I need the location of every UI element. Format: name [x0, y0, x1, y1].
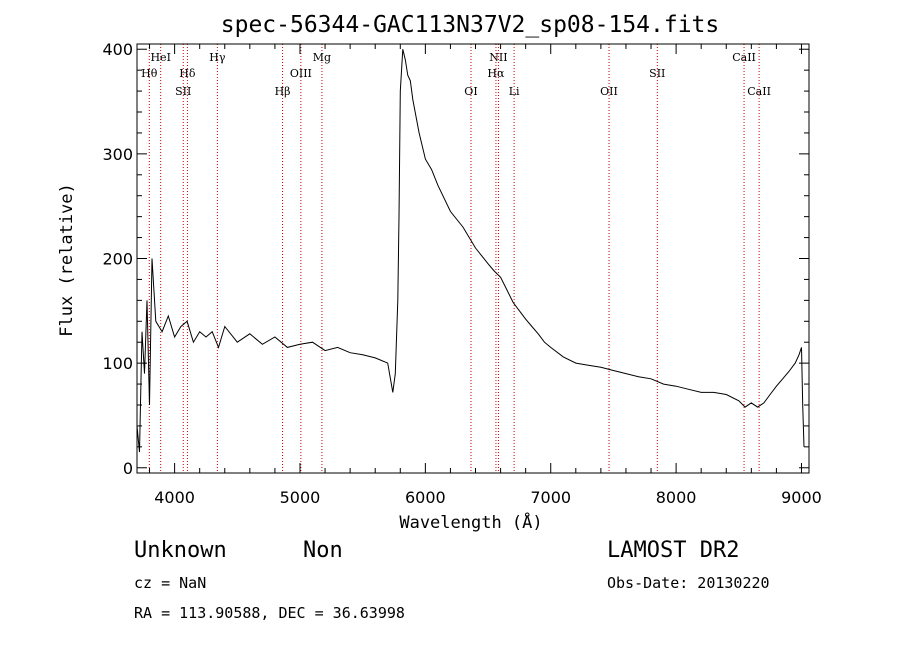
chart-title: spec-56344-GAC113N37V2_sp08-154.fits	[221, 12, 720, 38]
x-tick-label: 9000	[781, 488, 822, 507]
marker-label: Hδ	[179, 67, 196, 80]
x-tick-label: 8000	[656, 488, 697, 507]
marker-label: Hβ	[275, 85, 291, 98]
marker-label: Hα	[487, 67, 505, 80]
y-tick-label: 300	[102, 145, 133, 164]
cz-value: cz = NaN	[134, 574, 207, 592]
marker-label: Li	[509, 85, 520, 98]
x-axis-label: Wavelength (Å)	[399, 511, 542, 533]
x-tick-label: 7000	[530, 488, 571, 507]
marker-label: OIII	[290, 67, 312, 80]
y-tick-label: 0	[123, 459, 133, 478]
marker-label: HeI	[150, 51, 170, 64]
y-tick-label: 400	[102, 40, 133, 59]
marker-label: Hθ	[141, 67, 158, 80]
x-tick-label: 6000	[405, 488, 446, 507]
survey-label: LAMOST DR2	[607, 538, 740, 563]
plot-frame	[136, 43, 810, 474]
class-label: Unknown	[134, 538, 227, 563]
y-tick-label: 100	[102, 354, 133, 373]
marker-label: Hγ	[209, 51, 226, 64]
marker-label: OII	[600, 85, 618, 98]
ra-dec-coordinates: RA = 113.90588, DEC = 36.63998	[134, 604, 405, 622]
marker-label: OI	[464, 85, 477, 98]
marker-label: SII	[649, 67, 665, 80]
y-tick-label: 200	[102, 250, 133, 269]
axis-ticks: 4000 5000 6000 7000 8000 9000 0 100 200 300 400	[102, 40, 821, 507]
obs-date: Obs-Date: 20130220	[607, 574, 770, 592]
marker-label: SII	[175, 85, 191, 98]
marker-label: CaII	[732, 51, 756, 64]
x-tick-label: 5000	[280, 488, 321, 507]
subclass-label: Non	[303, 538, 343, 563]
spectrum-line	[136, 49, 805, 453]
marker-label: CaII	[747, 85, 771, 98]
marker-label: Mg	[313, 51, 331, 64]
marker-label: NII	[489, 51, 507, 64]
y-axis-label: Flux (relative)	[57, 183, 77, 337]
x-tick-label: 4000	[154, 488, 195, 507]
